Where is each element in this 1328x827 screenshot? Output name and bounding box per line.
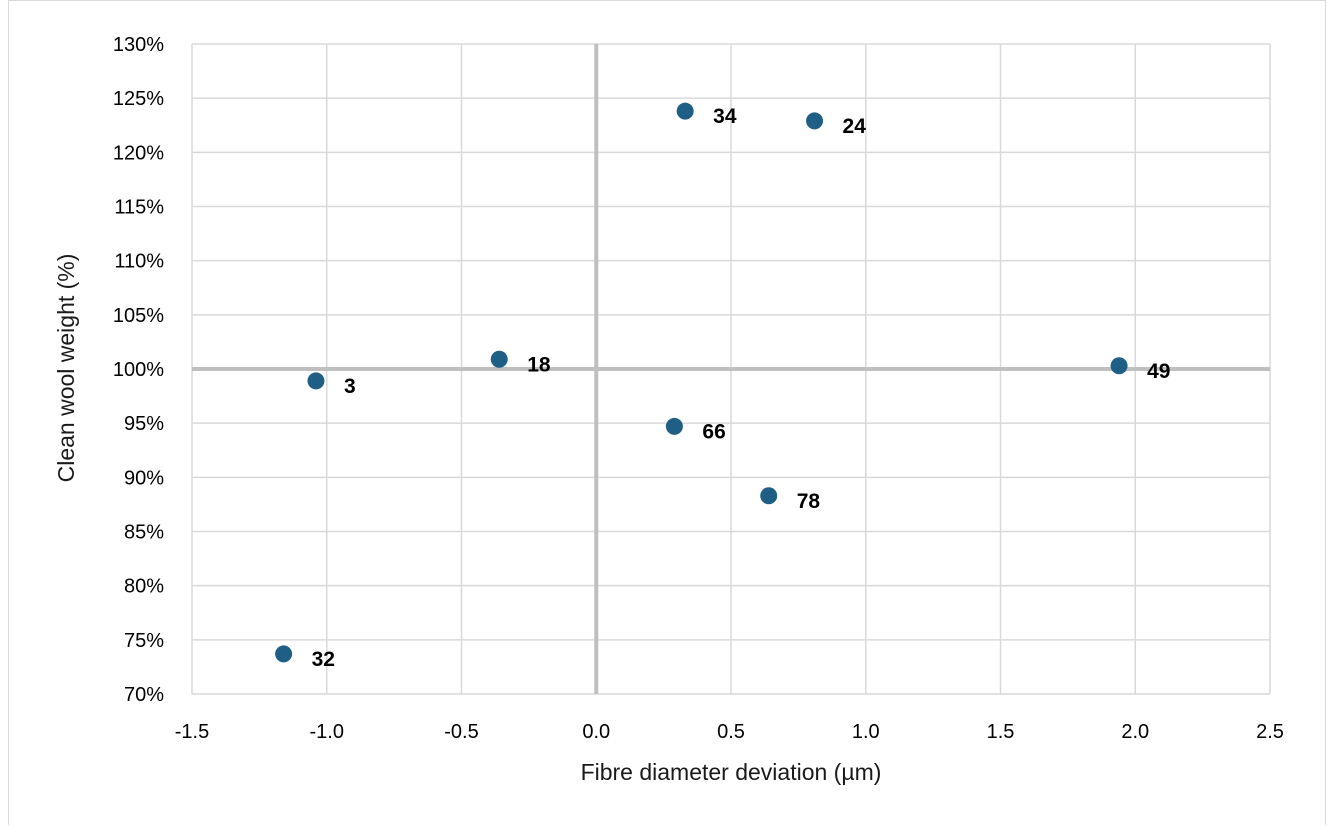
grid [191,43,1271,695]
y-axis-title: Clean wool weight (%) [53,254,79,483]
data-label: 34 [713,105,737,128]
data-point [307,372,325,390]
x-tick-label: 2.0 [1121,721,1149,743]
y-tick-label: 90% [124,467,164,489]
y-tick-label: 100% [113,359,164,381]
x-tick-label: 1.5 [987,721,1015,743]
y-tick-label: 85% [124,522,164,544]
y-tick-label: 70% [124,684,164,706]
y-tick-label: 130% [113,34,164,56]
data-label: 24 [843,115,867,138]
y-tick-label: 110% [114,251,164,273]
data-point [760,487,778,505]
x-tick-label: 1.0 [852,721,880,743]
data-label: 78 [797,490,821,513]
y-tick-label: 125% [113,88,164,110]
y-axis-ticks: 70% 75% 80% 85% 90% 95% 100% 105% 110% 115% 120% 12… [113,34,164,706]
x-tick-label: -1.0 [310,721,344,743]
data-label: 66 [702,420,725,443]
y-tick-label: 75% [124,630,164,652]
data-point [1110,357,1128,375]
x-tick-label: -1.5 [175,721,209,743]
x-axis-ticks: -1.5 -1.0 -0.5 0.0 0.5 1.0 1.5 2.0 2.5 [175,721,1284,743]
data-point [806,112,824,130]
chart-frame [8,0,1326,825]
reference-lines [192,44,1270,694]
data-label: 3 [344,375,356,398]
data-point [665,417,683,435]
y-tick-label: 115% [114,197,164,219]
x-tick-label: -0.5 [444,721,478,743]
data-label: 49 [1147,360,1170,383]
data-point [676,102,694,120]
x-tick-label: 2.5 [1256,721,1284,743]
x-tick-label: 0.0 [582,721,610,743]
x-axis-title: Fibre diameter deviation (µm) [581,759,882,785]
data-point [490,350,508,368]
y-tick-label: 80% [124,576,164,598]
y-tick-label: 95% [124,413,164,435]
data-point [275,645,293,663]
y-tick-label: 105% [113,305,164,327]
y-tick-label: 120% [113,142,164,164]
data-label: 32 [312,648,335,671]
data-points: 34 24 18 3 49 66 78 32 [275,102,1170,671]
data-label: 18 [527,353,551,376]
x-tick-label: 0.5 [717,721,745,743]
